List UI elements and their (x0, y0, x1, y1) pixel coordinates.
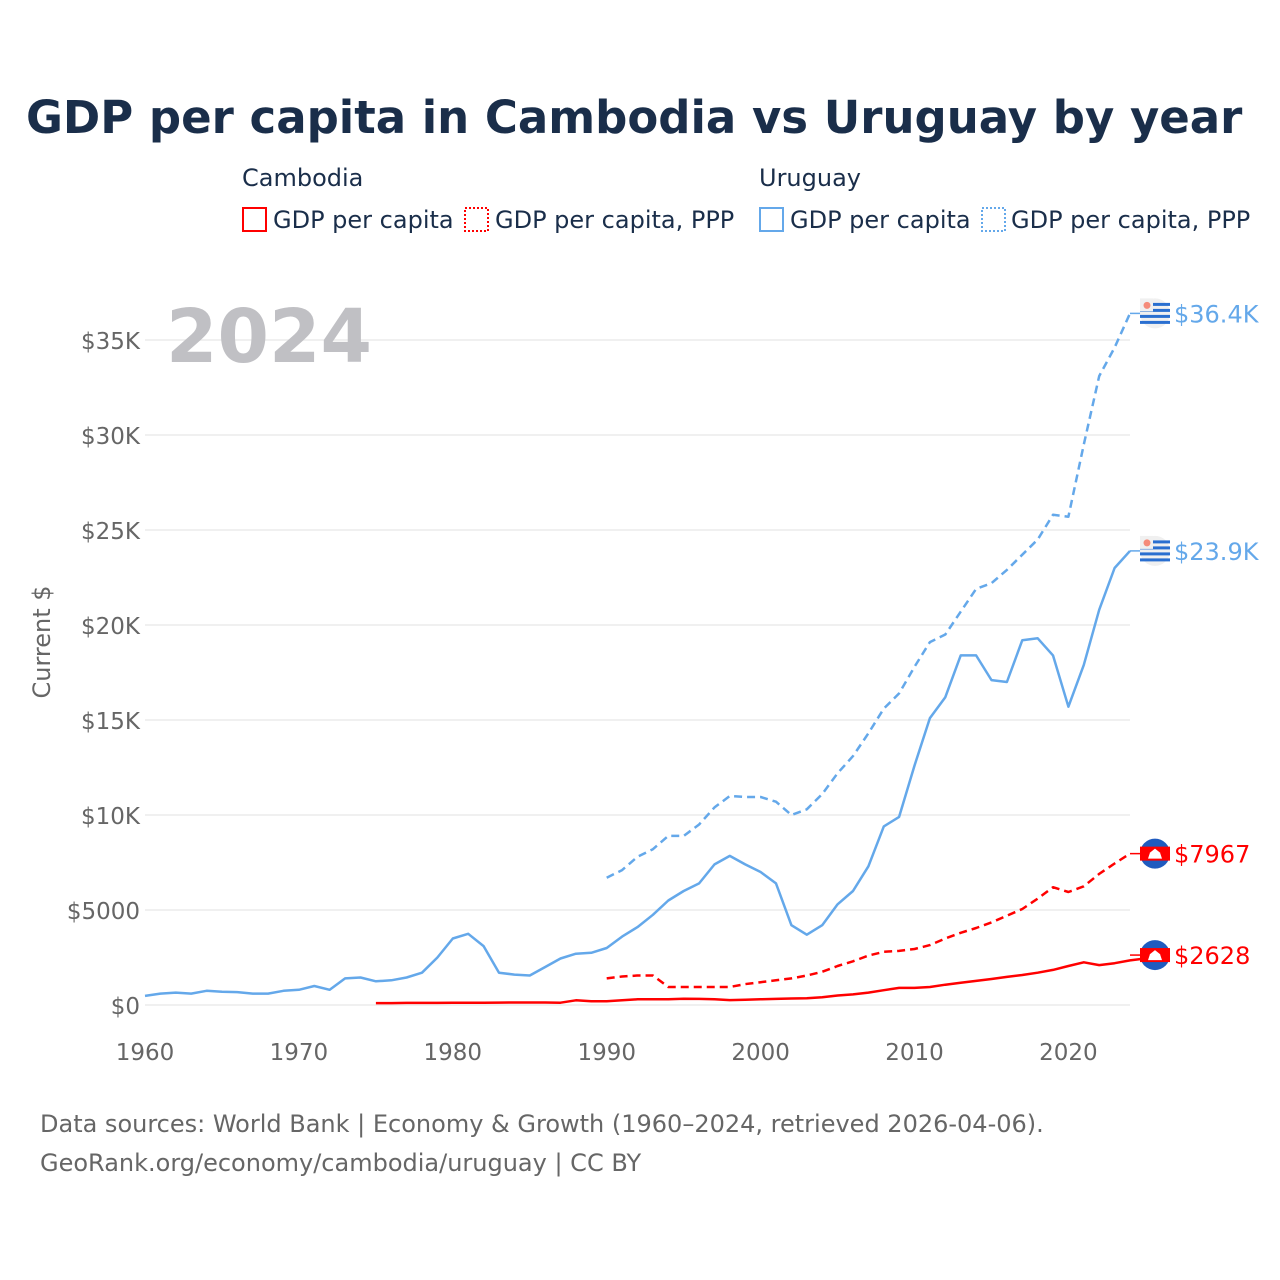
x-tick-label: 2020 (1039, 1040, 1098, 1066)
series-line-cambodia-gdp-per-capita-ppp[interactable] (606, 852, 1131, 989)
footer-link[interactable]: GeoRank.org/economy/cambodia/uruguay | C… (40, 1149, 641, 1177)
uruguay-flag-icon (1140, 535, 1170, 566)
year-watermark: 2024 (166, 294, 372, 380)
end-labels: $23.9K $36.4K $2628 $7967 (1130, 298, 1260, 971)
legend-label-cambodia-gdp[interactable]: GDP per capita (273, 206, 454, 234)
end-value-label: $2628 (1174, 942, 1250, 970)
series-lines (144, 312, 1162, 1005)
y-tick-label: $20K (81, 614, 141, 640)
x-tick-label: 1990 (577, 1040, 636, 1066)
series-line-cambodia-gdp-per-capita[interactable] (375, 953, 1162, 1005)
y-tick-label: $30K (81, 424, 141, 450)
legend-label-cambodia-ppp[interactable]: GDP per capita, PPP (495, 206, 734, 234)
series-line-uruguay-gdp-per-capita[interactable] (144, 550, 1131, 998)
y-tick-label: $15K (81, 709, 141, 735)
end-value-label: $7967 (1174, 841, 1250, 869)
y-tick-label: $10K (81, 804, 141, 830)
y-tick-label: $35K (81, 329, 141, 355)
x-tick-label: 1970 (270, 1040, 329, 1066)
end-value-label: $36.4K (1174, 300, 1260, 328)
y-tick-label: $25K (81, 519, 141, 545)
cambodia-flag-icon (1140, 940, 1170, 971)
legend-group-title-cambodia: Cambodia (242, 164, 363, 192)
x-tick-label: 2010 (885, 1040, 944, 1066)
chart-title: GDP per capita in Cambodia vs Uruguay by… (26, 91, 1243, 144)
legend-group-title-uruguay: Uruguay (759, 164, 861, 192)
legend-swatch-cambodia-gdp (242, 207, 267, 232)
x-axis: 1960 1970 1980 1990 2000 2010 2020 (116, 1040, 1098, 1066)
footer-sources: Data sources: World Bank | Economy & Gro… (40, 1110, 1044, 1138)
legend-label-uruguay-gdp[interactable]: GDP per capita (790, 206, 971, 234)
x-tick-label: 1960 (116, 1040, 175, 1066)
series-line-uruguay-gdp-per-capita-ppp[interactable] (606, 312, 1132, 879)
y-axis-label: Current $ (28, 585, 56, 698)
legend-label-uruguay-ppp[interactable]: GDP per capita, PPP (1011, 206, 1250, 234)
y-axis: $0 $5000 $10K $15K $20K $25K $30K $35K (67, 329, 141, 1020)
end-value-label: $23.9K (1174, 538, 1260, 566)
uruguay-flag-icon (1140, 298, 1170, 329)
x-tick-label: 1980 (424, 1040, 483, 1066)
y-tick-label: $0 (111, 994, 140, 1020)
legend-swatch-uruguay-gdp (759, 207, 784, 232)
legend-swatch-uruguay-ppp (981, 207, 1006, 232)
legend: Cambodia GDP per capita GDP per capita, … (242, 164, 1250, 234)
gridlines (145, 339, 1130, 1006)
cambodia-flag-icon (1140, 838, 1170, 869)
y-tick-label: $5000 (67, 899, 140, 925)
legend-swatch-cambodia-ppp (464, 207, 489, 232)
x-tick-label: 2000 (731, 1040, 790, 1066)
